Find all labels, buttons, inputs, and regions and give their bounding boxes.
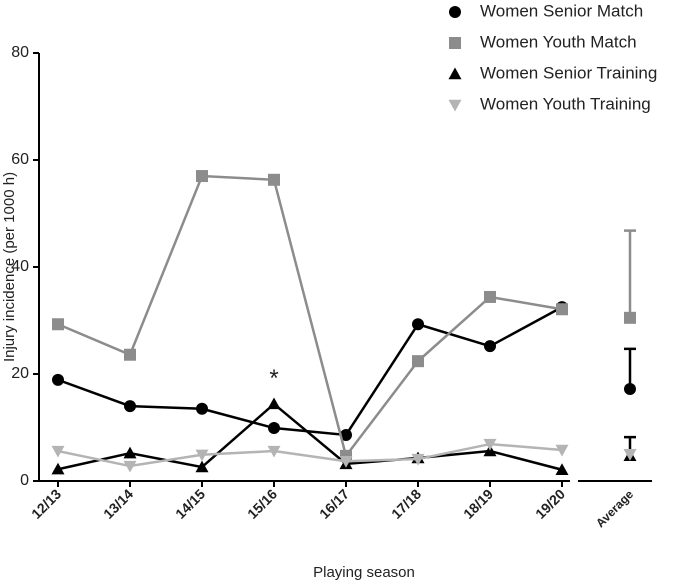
- y-tick-label: 20: [11, 365, 29, 382]
- x-tick-label: 14/15: [172, 486, 208, 522]
- data-point: [123, 460, 137, 473]
- x-axis-title: Playing season: [313, 564, 415, 581]
- data-point: [484, 340, 496, 353]
- average-point: [624, 311, 636, 324]
- data-point: [556, 303, 568, 316]
- series-line: [57, 174, 563, 459]
- data-point: [412, 318, 424, 331]
- y-tick-label: 0: [20, 472, 29, 489]
- x-tick-label: 12/13: [28, 486, 64, 522]
- data-point: [196, 170, 208, 183]
- data-point: [339, 456, 353, 468]
- data-point: [52, 318, 64, 331]
- data-point: [51, 445, 65, 458]
- data-point: [195, 460, 209, 473]
- x-tick-label: Average: [593, 487, 636, 530]
- legend-marker: [448, 67, 462, 80]
- legend-label: Women Senior Match: [480, 1, 643, 20]
- y-axis-title: Injury incidence (per 1000 h): [1, 172, 18, 362]
- legend-label: Women Youth Training: [480, 94, 651, 113]
- data-point: [123, 446, 137, 459]
- series-line: [57, 442, 563, 468]
- data-point: [124, 400, 136, 413]
- data-point: [267, 445, 281, 458]
- legend-marker: [449, 37, 461, 49]
- series-line: [57, 306, 563, 437]
- data-point: [555, 444, 569, 457]
- data-point: [411, 453, 425, 466]
- series-line: [57, 402, 563, 471]
- data-point: [52, 373, 64, 386]
- legend-label: Women Senior Training: [480, 63, 657, 82]
- x-tick-label: 18/19: [460, 486, 496, 522]
- x-tick-label: 17/18: [388, 486, 424, 522]
- data-point: [555, 463, 569, 475]
- data-point: [412, 355, 424, 368]
- legend-label: Women Youth Match: [480, 32, 637, 51]
- average-point: [623, 449, 637, 461]
- data-point: [51, 462, 65, 475]
- data-point: [267, 397, 281, 410]
- average-point: [624, 382, 636, 395]
- x-tick-label: 15/16: [244, 486, 280, 522]
- data-point: [196, 402, 208, 415]
- data-point: [484, 290, 496, 303]
- x-tick-label: 13/14: [100, 486, 136, 522]
- y-tick-label: 60: [11, 151, 29, 168]
- data-point: [124, 348, 136, 361]
- legend-marker: [449, 6, 461, 18]
- x-tick-label: 19/20: [532, 486, 568, 522]
- x-tick-label: 16/17: [316, 486, 352, 522]
- legend-marker: [448, 99, 462, 112]
- y-tick-label: 40: [11, 258, 29, 275]
- annotation: *: [269, 365, 278, 392]
- data-point: [268, 422, 280, 435]
- data-point: [483, 438, 497, 451]
- data-point: [340, 428, 352, 441]
- y-tick-label: 80: [11, 44, 29, 61]
- data-point: [195, 449, 209, 462]
- data-point: [268, 173, 280, 186]
